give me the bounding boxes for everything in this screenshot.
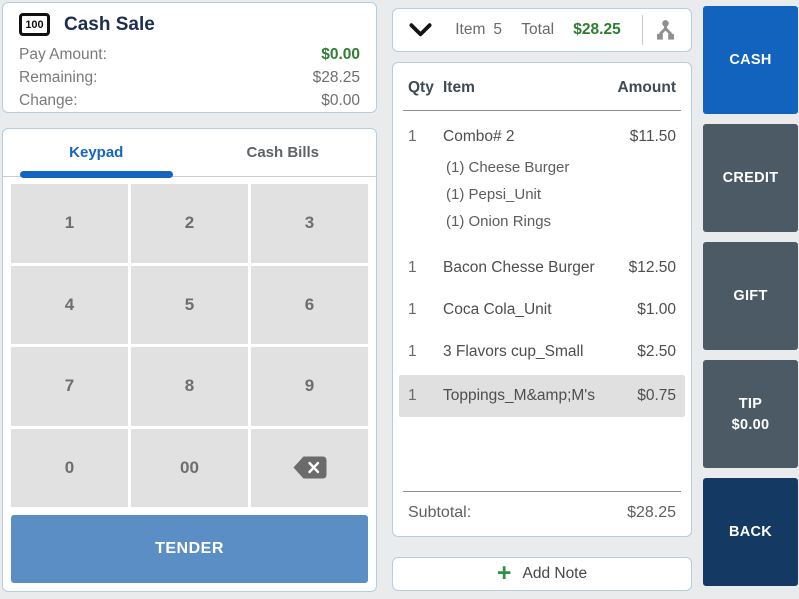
tip-button[interactable]: TIP $0.00	[703, 360, 798, 468]
tab-keypad-label: Keypad	[69, 144, 124, 161]
tab-cash-bills[interactable]: Cash Bills	[190, 129, 377, 176]
order-items-list: 1 Combo# 2 $11.50 (1) Cheese Burger (1) …	[393, 111, 691, 491]
item-count: Item 5	[455, 21, 502, 39]
backspace-icon	[293, 456, 326, 479]
order-item-modifier: (1) Cheese Burger	[446, 159, 570, 176]
collapse-order-button[interactable]	[405, 21, 436, 39]
item-amount: $0.75	[637, 387, 676, 404]
remaining-row: Remaining: $28.25	[19, 66, 360, 89]
qty-column-header: Qty	[408, 79, 434, 96]
change-label: Change:	[19, 92, 78, 109]
item-name: Bacon Chesse Burger	[443, 259, 595, 276]
page-title: Cash Sale	[64, 13, 155, 35]
keypad-panel: Keypad Cash Bills 1 2 3 4 5 6 7 8 9 0 00…	[2, 128, 377, 592]
item-qty: 1	[408, 387, 417, 404]
remaining-value: $28.25	[312, 69, 360, 86]
key-5[interactable]: 5	[131, 265, 248, 344]
item-amount: $11.50	[629, 128, 676, 145]
item-amount: $12.50	[628, 259, 676, 276]
total-value: $28.25	[573, 21, 621, 38]
item-qty: 1	[408, 128, 417, 145]
item-modifiers: (1) Cheese Burger (1) Pepsi_Unit (1) Oni…	[408, 146, 676, 235]
order-summary-bar: Item 5 Total $28.25	[392, 8, 692, 52]
item-amount: $1.00	[637, 301, 676, 318]
subtotal-label: Subtotal:	[408, 504, 472, 521]
order-list-panel: Qty Item Amount 1 Combo# 2 $11.50 (1) Ch…	[392, 62, 692, 537]
cash-sale-header: 100 Cash Sale	[19, 13, 360, 36]
gift-button-label: GIFT	[733, 288, 768, 304]
active-tab-indicator	[20, 171, 173, 178]
pay-amount-value: $0.00	[321, 46, 360, 63]
item-qty: 1	[408, 301, 417, 318]
keypad: 1 2 3 4 5 6 7 8 9 0 00	[11, 184, 368, 507]
back-button-label: BACK	[728, 524, 773, 540]
item-name: Coca Cola_Unit	[443, 301, 552, 318]
order-item-modifier: (1) Onion Rings	[446, 213, 552, 230]
tip-button-label: TIP	[738, 395, 763, 412]
split-check-icon	[657, 19, 674, 40]
cash-button-label: CASH	[729, 52, 772, 68]
gift-button[interactable]: GIFT	[703, 242, 798, 350]
header-divider	[403, 110, 681, 111]
summary-divider	[642, 15, 643, 45]
item-name: 3 Flavors cup_Small	[443, 343, 584, 360]
item-qty: 1	[408, 343, 417, 360]
tab-cash-bills-label: Cash Bills	[246, 144, 320, 161]
tab-keypad[interactable]: Keypad	[3, 129, 190, 178]
item-name: Toppings_M&amp;M's	[443, 387, 595, 404]
remaining-label: Remaining:	[19, 69, 98, 86]
order-item-row[interactable]: 1 Combo# 2 $11.50 (1) Cheese Burger (1) …	[393, 116, 691, 247]
tabs: Keypad Cash Bills	[3, 129, 377, 178]
subtotal-row: Subtotal: $28.25	[393, 492, 691, 536]
change-row: Change: $0.00	[19, 89, 360, 112]
amount-column-header: Amount	[617, 79, 676, 96]
order-table-header: Qty Item Amount	[393, 63, 691, 110]
cash-button[interactable]: CASH	[703, 6, 798, 114]
credit-button[interactable]: CREDIT	[703, 124, 798, 232]
key-0[interactable]: 0	[11, 428, 128, 507]
subtotal-divider	[403, 491, 681, 492]
add-note-label: Add Note	[522, 565, 588, 582]
banknote-icon: 100	[19, 13, 50, 36]
order-item-row[interactable]: 1 Bacon Chesse Burger $12.50	[393, 247, 691, 289]
split-check-button[interactable]	[652, 17, 679, 44]
item-name: Combo# 2	[443, 128, 515, 145]
key-9[interactable]: 9	[251, 347, 368, 426]
total-label: Total	[521, 21, 555, 38]
pay-amount-row: Pay Amount: $0.00	[19, 43, 360, 66]
change-value: $0.00	[321, 92, 360, 109]
key-4[interactable]: 4	[11, 265, 128, 344]
order-summary-texts: Item 5 Total $28.25	[436, 21, 640, 39]
subtotal-value: $28.25	[627, 504, 676, 521]
item-amount: $2.50	[637, 343, 676, 360]
item-count-label: Item	[455, 21, 486, 38]
key-3[interactable]: 3	[251, 184, 368, 263]
tender-button[interactable]: TENDER	[11, 515, 368, 583]
key-1[interactable]: 1	[11, 184, 128, 263]
order-item-modifier: (1) Pepsi_Unit	[446, 186, 542, 203]
chevron-down-icon	[409, 23, 432, 37]
credit-button-label: CREDIT	[722, 170, 779, 186]
key-00[interactable]: 00	[131, 428, 248, 507]
backspace-key[interactable]	[251, 428, 368, 507]
order-item-row[interactable]: 1 3 Flavors cup_Small $2.50	[393, 331, 691, 373]
order-item-row[interactable]: 1 Coca Cola_Unit $1.00	[393, 289, 691, 331]
key-6[interactable]: 6	[251, 265, 368, 344]
key-8[interactable]: 8	[131, 347, 248, 426]
item-qty: 1	[408, 259, 417, 276]
add-note-button[interactable]: + Add Note	[392, 557, 692, 591]
item-column-header: Item	[443, 79, 475, 96]
cash-sale-panel: 100 Cash Sale Pay Amount: $0.00 Remainin…	[2, 2, 377, 113]
back-button[interactable]: BACK	[703, 478, 798, 586]
pay-amount-label: Pay Amount:	[19, 46, 107, 63]
plus-icon: +	[496, 558, 512, 587]
item-count-value: 5	[493, 21, 503, 38]
tip-button-amount: $0.00	[731, 416, 770, 433]
order-item-row-selected[interactable]: 1 Toppings_M&amp;M's $0.75	[399, 375, 685, 417]
key-7[interactable]: 7	[11, 347, 128, 426]
key-2[interactable]: 2	[131, 184, 248, 263]
